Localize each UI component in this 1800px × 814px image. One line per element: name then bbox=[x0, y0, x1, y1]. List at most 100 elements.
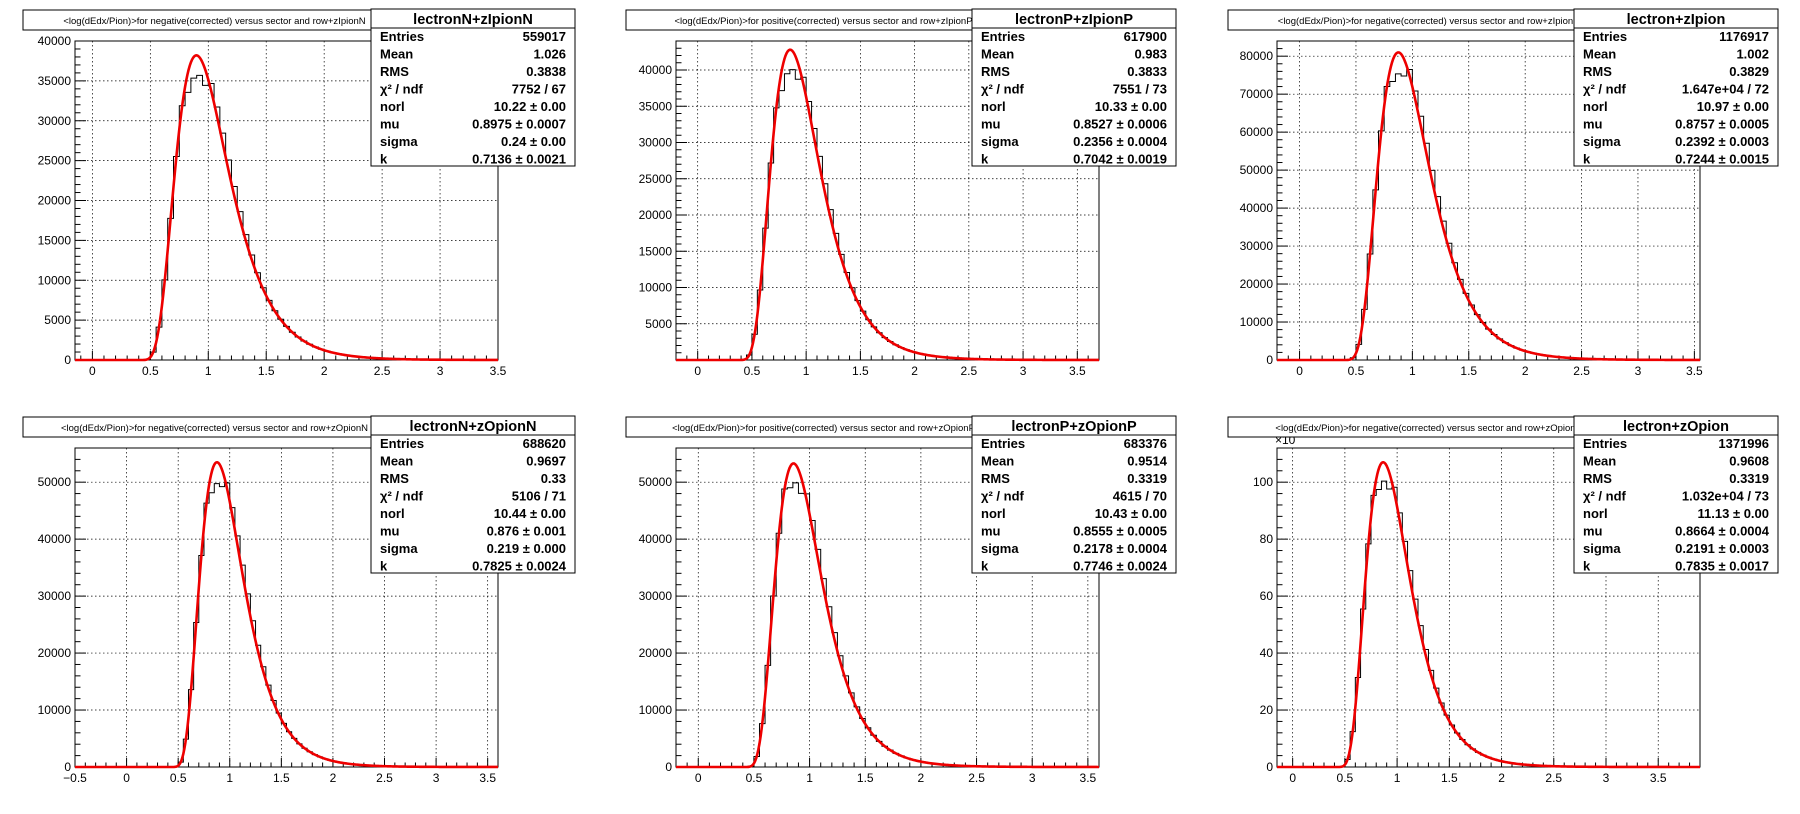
stats-box bbox=[1573, 415, 1779, 574]
y-tick-label: 5000 bbox=[44, 313, 71, 327]
plot-3: 0 0.5 1 1.5 2 2.5 3 3.5 0 10000 20000 30000 40000 500… bbox=[1227, 8, 1779, 378]
x-tick-label: 0.5 bbox=[1337, 771, 1354, 785]
stat-label: Entries bbox=[981, 29, 1025, 44]
stat-value: 0.7825 ± 0.0024 bbox=[472, 559, 567, 574]
x-tick-label: 3.5 bbox=[1080, 771, 1097, 785]
x-tick-label: 0 bbox=[89, 364, 96, 378]
x-tick-label: 3.5 bbox=[1650, 771, 1667, 785]
plot-title: <log(dEdx/Pion)>for positive(corrected) … bbox=[674, 16, 972, 27]
stat-label: χ² / ndf bbox=[1583, 82, 1627, 97]
y-tick-label: 40000 bbox=[1240, 201, 1274, 215]
y-tick-label: 10000 bbox=[38, 703, 72, 717]
stat-label: Entries bbox=[981, 436, 1025, 451]
x-tick-label: −0.5 bbox=[63, 771, 87, 785]
x-tick-label: 3 bbox=[437, 364, 444, 378]
y-tick-label: 80 bbox=[1260, 532, 1274, 546]
plot-1: 0 0.5 1 1.5 2 2.5 3 3.5 0 5000 10000 15000 20000 2500… bbox=[22, 8, 576, 378]
stat-label: k bbox=[1583, 559, 1591, 574]
y-tick-label: 0 bbox=[1266, 760, 1273, 774]
stat-label: k bbox=[981, 152, 989, 167]
x-tick-label: 3 bbox=[1635, 364, 1642, 378]
x-tick-label: 1 bbox=[806, 771, 813, 785]
x-tick-label: 1.5 bbox=[1441, 771, 1458, 785]
plot-title: <log(dEdx/Pion)>for negative(corrected) … bbox=[1275, 423, 1575, 434]
y-tick-label: 30000 bbox=[639, 589, 673, 603]
stat-value: 5106 / 71 bbox=[512, 489, 566, 504]
stats-box bbox=[370, 8, 576, 167]
stat-value: 0.219 ± 0.000 bbox=[487, 541, 566, 556]
stat-label: k bbox=[380, 152, 388, 167]
y-tick-label: 40000 bbox=[639, 63, 673, 77]
y-tick-label: 40000 bbox=[639, 532, 673, 546]
plot-6: 0 0.5 1 1.5 2 2.5 3 3.5020406080100×10<log(dEdx… bbox=[1227, 415, 1779, 785]
x-tick-label: 1 bbox=[803, 364, 810, 378]
stats-box bbox=[1573, 8, 1779, 167]
x-tick-label: 2 bbox=[1522, 364, 1529, 378]
x-tick-label: 1 bbox=[226, 771, 233, 785]
stat-label: RMS bbox=[380, 471, 409, 486]
x-tick-label: 0.5 bbox=[744, 364, 761, 378]
stat-value: 1.647e+04 / 72 bbox=[1682, 82, 1769, 97]
y-tick-label: 5000 bbox=[645, 317, 672, 331]
x-tick-label: 3.5 bbox=[479, 771, 496, 785]
stats-name: lectronP+zOpionP bbox=[1011, 419, 1137, 435]
stat-value: 0.8975 ± 0.0007 bbox=[472, 117, 566, 132]
y-tick-label: 25000 bbox=[38, 154, 72, 168]
y-tick-label: 40000 bbox=[38, 532, 72, 546]
plot-title: <log(dEdx/Pion)>for positive(corrected) … bbox=[672, 423, 975, 434]
x-tick-label: 1 bbox=[1409, 364, 1416, 378]
stat-label: χ² / ndf bbox=[380, 489, 424, 504]
y-tick-label: 40000 bbox=[38, 34, 72, 48]
stat-label: norl bbox=[380, 506, 405, 521]
stat-label: χ² / ndf bbox=[981, 489, 1025, 504]
x-tick-label: 2.5 bbox=[376, 771, 393, 785]
y-tick-label: 40 bbox=[1260, 646, 1274, 660]
stat-value: 559017 bbox=[523, 29, 566, 44]
y-tick-label: 30000 bbox=[38, 589, 72, 603]
y-tick-label: 35000 bbox=[639, 99, 673, 113]
x-tick-label: 3 bbox=[1020, 364, 1027, 378]
y-tick-label: 0 bbox=[64, 353, 71, 367]
stat-label: Entries bbox=[380, 436, 424, 451]
stat-value: 0.7136 ± 0.0021 bbox=[472, 152, 566, 167]
y-tick-label: 60000 bbox=[1240, 125, 1274, 139]
stat-label: norl bbox=[380, 99, 405, 114]
x-tick-label: 2 bbox=[918, 771, 925, 785]
plot-title: <log(dEdx/Pion)>for negative(corrected) … bbox=[1278, 16, 1573, 27]
stat-label: sigma bbox=[380, 134, 418, 149]
x-tick-label: 1.5 bbox=[1460, 364, 1477, 378]
stat-label: mu bbox=[981, 524, 1001, 539]
stat-label: RMS bbox=[380, 64, 409, 79]
stat-value: 0.2178 ± 0.0004 bbox=[1073, 541, 1168, 556]
plot-title: <log(dEdx/Pion)>for negative(corrected) … bbox=[63, 16, 365, 27]
plot-4: −0.5 0 0.5 1 1.5 2 2.5 3 3.501000020000300004000… bbox=[22, 415, 576, 785]
y-tick-label: 15000 bbox=[639, 244, 673, 258]
stat-value: 0.2191 ± 0.0003 bbox=[1675, 541, 1769, 556]
stat-label: mu bbox=[981, 117, 1001, 132]
stat-value: 1.032e+04 / 73 bbox=[1682, 489, 1769, 504]
y-tick-label: 0 bbox=[64, 760, 71, 774]
x-tick-label: 3.5 bbox=[1686, 364, 1703, 378]
stat-value: 1.002 bbox=[1736, 47, 1769, 62]
stat-value: 617900 bbox=[1124, 29, 1167, 44]
stat-value: 0.2392 ± 0.0003 bbox=[1675, 134, 1769, 149]
x-tick-label: 3.5 bbox=[490, 364, 507, 378]
fit-curve bbox=[75, 54, 498, 362]
stat-label: Entries bbox=[1583, 29, 1627, 44]
stat-value: 1371996 bbox=[1718, 436, 1769, 451]
y-tick-label: 50000 bbox=[38, 475, 72, 489]
y-tick-label: 50000 bbox=[639, 475, 673, 489]
stat-label: χ² / ndf bbox=[1583, 489, 1627, 504]
x-tick-label: 2 bbox=[330, 771, 337, 785]
stat-value: 1176917 bbox=[1719, 29, 1769, 44]
stat-value: 0.3833 bbox=[1127, 64, 1167, 79]
stat-value: 0.7746 ± 0.0024 bbox=[1073, 559, 1168, 574]
y-tick-label: 10000 bbox=[38, 273, 72, 287]
stat-label: k bbox=[1583, 152, 1591, 167]
y-tick-label: 50000 bbox=[1240, 163, 1274, 177]
y-tick-label: 30000 bbox=[639, 136, 673, 150]
stat-label: Entries bbox=[380, 29, 424, 44]
x-tick-label: 1.5 bbox=[852, 364, 869, 378]
stat-label: sigma bbox=[981, 134, 1019, 149]
